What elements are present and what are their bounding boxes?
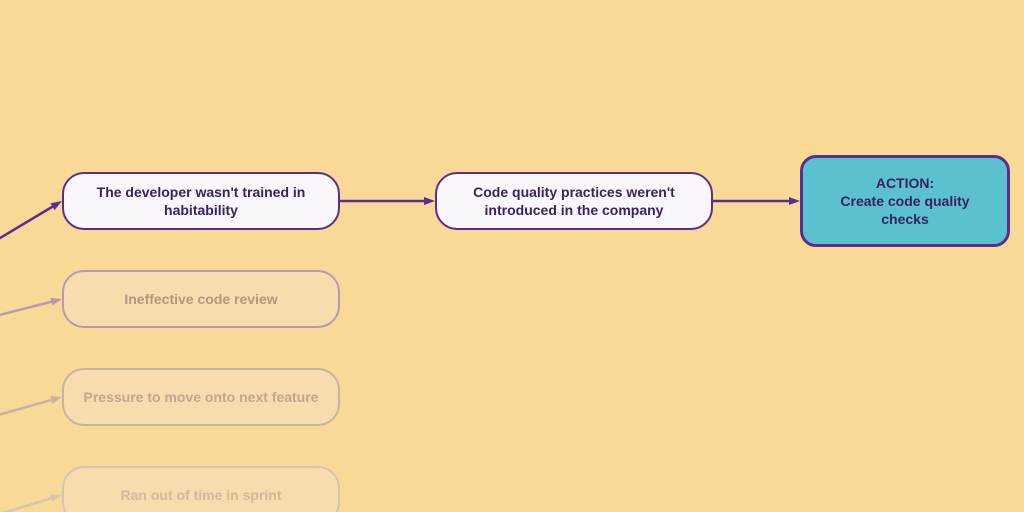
flowchart-node-action: ACTION: Create code quality checks — [800, 155, 1010, 247]
flowchart-node-practices: Code quality practices weren't introduce… — [435, 172, 713, 230]
edge-1 — [0, 301, 52, 320]
edge-arrowhead-2 — [50, 396, 62, 404]
flowchart-node-developer: The developer wasn't trained in habitabi… — [62, 172, 340, 230]
diagram-canvas: The developer wasn't trained in habitabi… — [0, 0, 1024, 512]
arrows-layer — [0, 0, 1024, 512]
edge-2 — [0, 400, 52, 420]
flowchart-node-review: Ineffective code review — [62, 270, 340, 328]
edge-arrowhead-4 — [424, 197, 435, 205]
edge-0 — [0, 206, 53, 250]
edge-arrowhead-0 — [51, 201, 62, 210]
flowchart-node-time: Ran out of time in sprint — [62, 466, 340, 512]
edge-arrowhead-3 — [50, 494, 62, 502]
flowchart-node-pressure: Pressure to move onto next feature — [62, 368, 340, 426]
edge-arrowhead-5 — [789, 197, 800, 205]
edge-arrowhead-1 — [50, 298, 62, 306]
edge-3 — [0, 498, 52, 512]
